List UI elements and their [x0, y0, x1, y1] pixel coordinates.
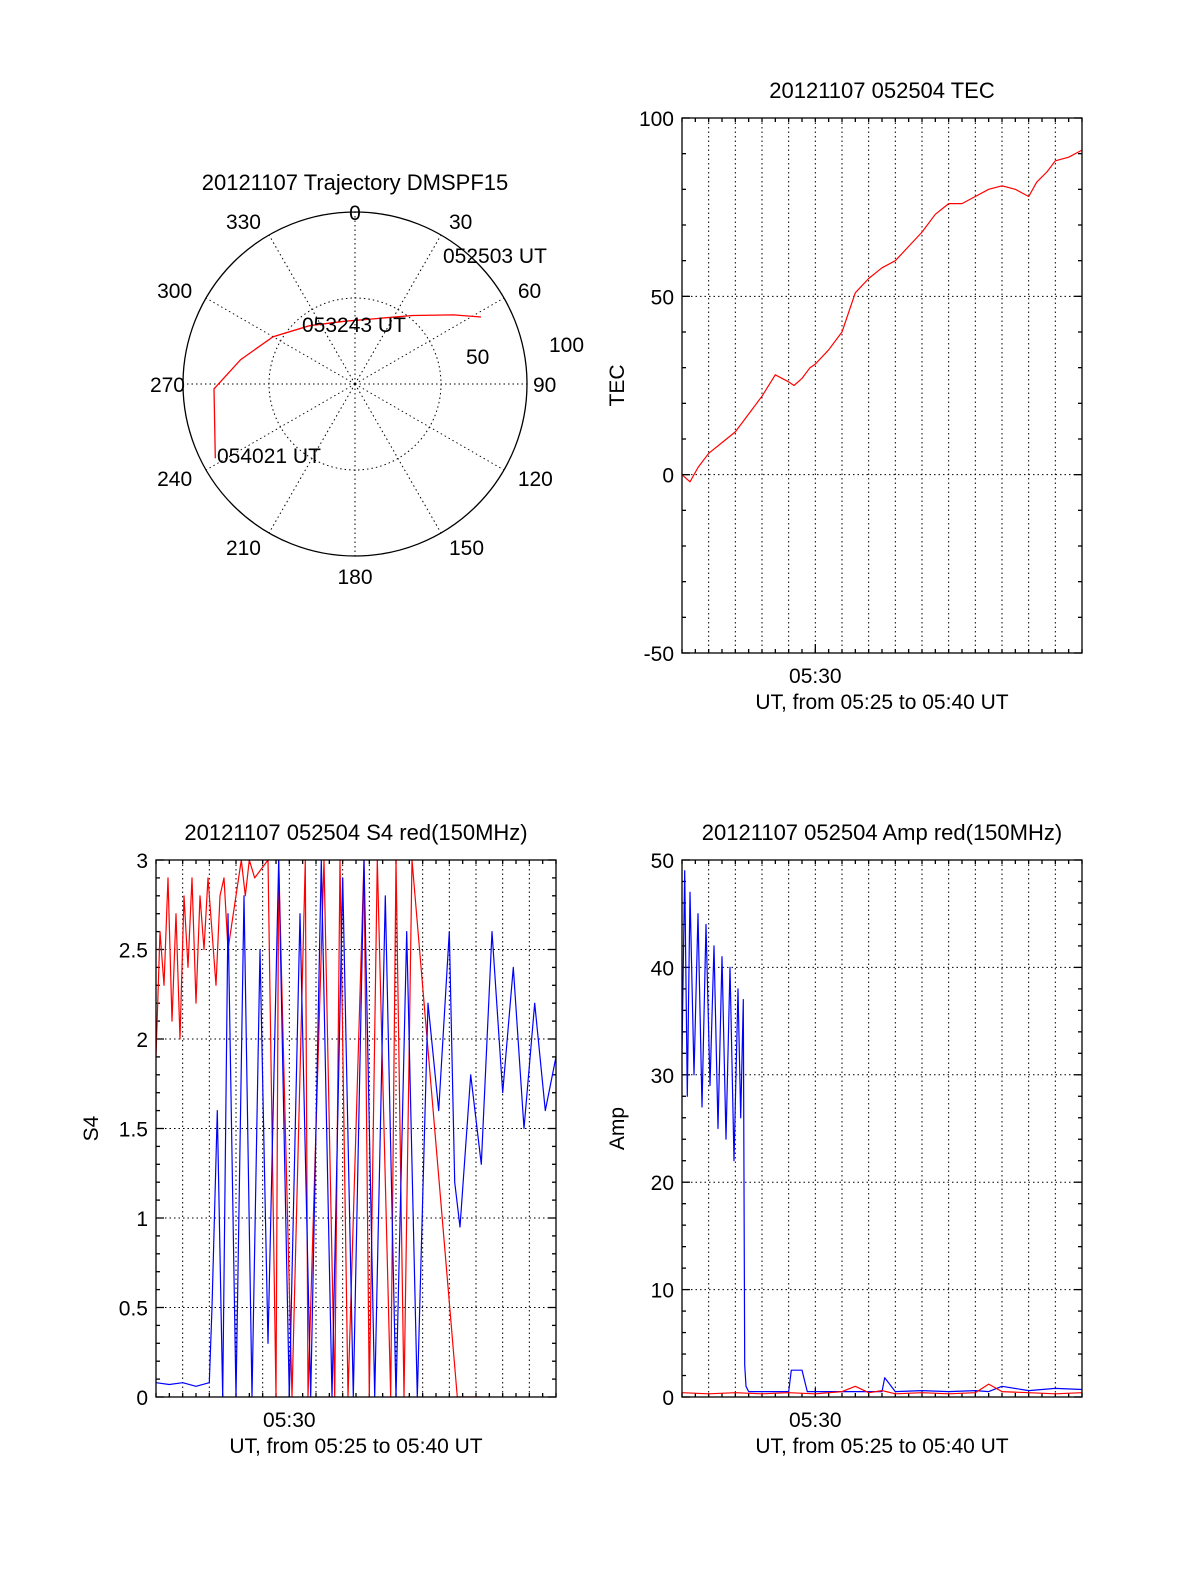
polar-angle-label-60: 60 [518, 280, 541, 303]
polar-grid [182, 211, 528, 557]
polar-trajectory [213, 314, 482, 459]
x-tick-label: 05:30 [789, 1409, 842, 1432]
y-tick-label: 1.5 [119, 1119, 148, 1142]
x-axis-label: UT, from 05:25 to 05:40 UT [229, 1435, 482, 1458]
y-axis-label: Amp [606, 1107, 629, 1150]
chart-title: 20121107 052504 TEC [769, 78, 995, 103]
polar-radial-label-50: 50 [466, 346, 489, 369]
y-tick-label: 10 [651, 1280, 674, 1303]
annotation-end: 054021 UT [217, 445, 321, 468]
polar-angle-label-0: 0 [349, 202, 361, 225]
polar-angle-label-330: 330 [226, 211, 261, 234]
x-axis-label: UT, from 05:25 to 05:40 UT [755, 691, 1008, 714]
polar-angle-labels: 0 30 60 90 120 150 180 210 240 270 300 330 [150, 202, 556, 589]
x-axis-label: UT, from 05:25 to 05:40 UT [755, 1435, 1008, 1458]
y-tick-label: 0 [136, 1387, 148, 1410]
plot-frame [681, 117, 1083, 654]
polar-trajectory-line [213, 314, 482, 459]
polar-angle-label-270: 270 [150, 374, 185, 397]
polar-angle-label-240: 240 [157, 468, 192, 491]
y-tick-label: 50 [651, 286, 674, 309]
series-group [682, 149, 1082, 483]
polar-radial-labels: 50 100 [466, 334, 584, 369]
amp-panel: 0 10 20 30 40 50 05:30 20121107 052504 Amp red(… [606, 820, 1083, 1458]
x-tick-label: 05:30 [263, 1409, 316, 1432]
polar-angle-label-180: 180 [337, 566, 372, 589]
series-line-1 [682, 1383, 1082, 1395]
x-tick-label: 05:30 [789, 665, 842, 688]
polar-angle-label-90: 90 [533, 374, 556, 397]
y-axis-label: TEC [606, 365, 629, 407]
series-line-0 [156, 860, 482, 1397]
y-tick-label: 50 [651, 850, 674, 873]
annotation-mid: 053243 UT [302, 314, 406, 337]
polar-spoke-60 [354, 297, 505, 385]
polar-angle-label-210: 210 [226, 537, 261, 560]
s4-panel: 0 0.5 1 1.5 2 2.5 3 05:30 20121107 052504 S4 red… [80, 820, 557, 1458]
y-tick-label: 0 [662, 1387, 674, 1410]
y-tick-label: 1 [136, 1208, 148, 1231]
polar-angle-label-300: 300 [157, 280, 192, 303]
y-tick-label: 2.5 [119, 940, 148, 963]
annotation-start: 052503 UT [443, 245, 547, 268]
polar-angle-label-30: 30 [449, 211, 472, 234]
plot-frame [155, 859, 557, 1398]
polar-spoke-150 [354, 383, 442, 534]
polar-radial-label-100: 100 [549, 334, 584, 357]
polar-spoke-30 [354, 234, 442, 385]
polar-angle-label-120: 120 [518, 468, 553, 491]
y-tick-label: 0 [662, 465, 674, 488]
series-group [682, 870, 1082, 1395]
y-tick-label: 2 [136, 1029, 148, 1052]
polar-angle-label-150: 150 [449, 537, 484, 560]
series-line-0 [682, 870, 1082, 1393]
trajectory-polar-panel: 20121107 Trajectory DMSPF15 0 30 60 90 120 15… [150, 170, 584, 589]
y-tick-label: -50 [644, 643, 674, 666]
y-tick-label: 40 [651, 957, 674, 980]
y-tick-label: 100 [639, 108, 674, 131]
y-tick-label: 0.5 [119, 1298, 148, 1321]
polar-spoke-300 [205, 297, 356, 385]
y-tick-label: 30 [651, 1065, 674, 1088]
polar-spoke-330 [268, 234, 356, 385]
y-tick-label: 20 [651, 1172, 674, 1195]
series-group [156, 860, 556, 1397]
chart-title: 20121107 052504 Amp red(150MHz) [702, 820, 1062, 845]
polar-spoke-120 [354, 383, 505, 471]
polar-spoke-240 [205, 383, 356, 471]
series-line-1 [156, 860, 556, 1397]
tec-panel: -50 0 50 100 05:30 20121107 052504 TEC UT, fro… [606, 78, 1083, 714]
y-axis-label: S4 [80, 1115, 103, 1141]
plot-frame [681, 859, 1083, 1398]
chart-title: 20121107 052504 S4 red(150MHz) [184, 820, 527, 845]
series-line-0 [682, 149, 1082, 483]
y-tick-label: 3 [136, 850, 148, 873]
polar-title: 20121107 Trajectory DMSPF15 [202, 170, 509, 195]
polar-spoke-210 [268, 383, 356, 534]
